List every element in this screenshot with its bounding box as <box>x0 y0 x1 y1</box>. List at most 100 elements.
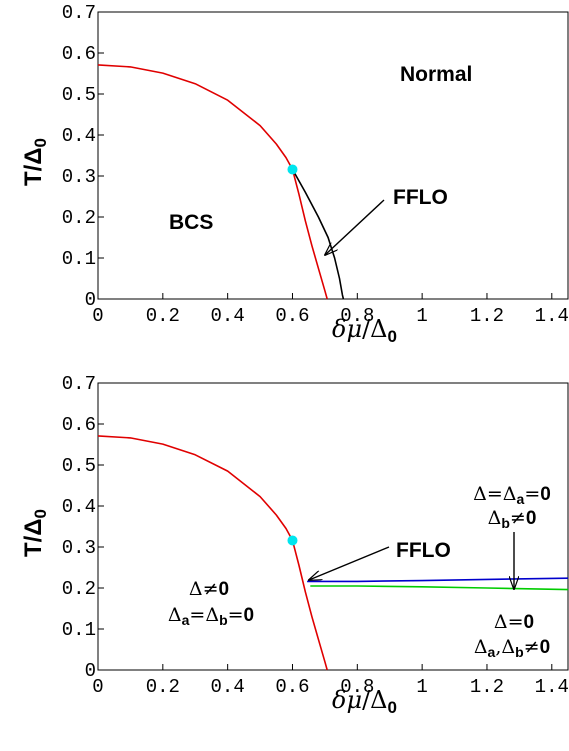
bottom-fflo-arrow <box>309 546 390 580</box>
top-tricritical-point <box>287 164 298 175</box>
region-upper-line1: Δ=Δa=0 <box>473 483 551 507</box>
r1b-delta: Δ <box>168 604 182 626</box>
r3-zero: 0 <box>524 612 535 633</box>
top-fflo-arrow <box>325 199 385 255</box>
top-y-tick-label: 0.6 <box>62 43 96 65</box>
top-xlabel-mu: μ <box>346 315 362 343</box>
bottom-x-tick-label: 0.6 <box>275 676 309 698</box>
bottom-x-tick-label: 0.4 <box>211 676 245 698</box>
top-chart: 0 0.2 0.4 0.6 0.8 1 1.2 1.4 0 0.1 0.2 0.3 0.4 0.5 0.6… <box>20 2 569 346</box>
top-x-tick-label: 0.4 <box>211 305 245 327</box>
region-bcs-line1: Δ≠0 <box>189 578 229 600</box>
region-lower-line2: Δa,Δb≠0 <box>474 636 550 660</box>
top-ylabel-sub: 0 <box>31 138 50 147</box>
bottom-y-tick-label: 0.1 <box>62 619 96 641</box>
bottom-x-tick-label: 0 <box>92 676 103 698</box>
top-x-tick-label: 1.4 <box>535 305 569 327</box>
bottom-y-tick-label: 0.7 <box>62 373 96 395</box>
top-x-ticks: 0 0.2 0.4 0.6 0.8 1 1.2 1.4 <box>92 293 569 327</box>
bottom-series-line-2 <box>310 585 569 591</box>
bottom-x-tick-label: 0.8 <box>340 676 374 698</box>
r1b-sub-b: b <box>219 612 228 628</box>
r2-delta-eq: Δ=Δ <box>473 483 516 505</box>
bottom-chart: 0 0.2 0.4 0.6 0.8 1 1.2 1.4 0 0.1 0.2 0.3 0.4 0.5 0.6… <box>20 373 569 717</box>
bottom-series-line-1 <box>307 577 569 583</box>
bottom-xlabel-delta: δ <box>332 686 346 714</box>
bottom-x-tick-label: 0.2 <box>146 676 180 698</box>
top-series-line-1 <box>291 169 345 300</box>
r2-zero: 0 <box>540 484 551 505</box>
bottom-y-tick-label: 0.2 <box>62 578 96 600</box>
top-plot-frame <box>97 11 569 300</box>
bottom-y-tick-label: 0.5 <box>62 455 96 477</box>
r2-sub-a: a <box>517 491 525 507</box>
r1b-eq-delta: =Δ <box>189 604 219 626</box>
r1-delta: Δ <box>189 578 203 600</box>
top-y-axis-label: T/Δ0 <box>20 138 50 186</box>
top-x-tick-label: 1.2 <box>470 305 504 327</box>
bottom-y-tick-label: 0.4 <box>62 496 96 518</box>
r1-neq: ≠ <box>203 578 219 600</box>
top-xlabel-sub: 0 <box>387 327 396 346</box>
bottom-xlabel-mu: μ <box>346 686 362 714</box>
top-x-axis-label: δμ/Δ0 <box>332 315 397 346</box>
top-y-tick-label: 0 <box>85 289 96 311</box>
top-points <box>287 164 298 175</box>
top-x-tick-label: 0.8 <box>340 305 374 327</box>
top-y-tick-label: 0.5 <box>62 84 96 106</box>
top-label-normal: Normal <box>400 63 472 86</box>
r2b-sub-b: b <box>501 515 510 531</box>
r3b-delta: Δ <box>474 636 488 658</box>
r1b-sub-a: a <box>182 612 190 628</box>
top-label-fflo: FFLO <box>393 186 448 209</box>
r3b-neq: ≠ <box>524 636 540 658</box>
bottom-tricritical-point <box>287 535 298 546</box>
top-y-tick-label: 0.3 <box>62 166 96 188</box>
region-lower-line1: Δ=0 <box>494 611 534 633</box>
top-y-tick-label: 0.1 <box>62 248 96 270</box>
bottom-points <box>287 535 298 546</box>
r2-eq: = <box>524 483 540 505</box>
bottom-x-axis-label: δμ/Δ0 <box>332 686 397 717</box>
bottom-x-tick-label: 1 <box>416 676 427 698</box>
bottom-curves <box>97 435 569 671</box>
top-x-tick-label: 1 <box>416 305 427 327</box>
bottom-ylabel-sub: 0 <box>31 509 50 518</box>
r3-delta-eq: Δ= <box>494 611 524 633</box>
r2b-delta: Δ <box>488 507 502 529</box>
top-x-tick-label: 0.2 <box>146 305 180 327</box>
bottom-plot-frame <box>97 382 569 671</box>
top-xlabel-delta: δ <box>332 315 346 343</box>
bottom-series-line-0 <box>97 435 328 671</box>
r2b-zero: 0 <box>526 508 537 529</box>
r2b-neq: ≠ <box>510 507 526 529</box>
top-curves <box>97 64 345 300</box>
bottom-ylabel-main: T/Δ <box>20 518 47 557</box>
top-y-ticks: 0 0.1 0.2 0.3 0.4 0.5 0.6 0.7 <box>62 2 104 311</box>
bottom-y-tick-label: 0.3 <box>62 537 96 559</box>
top-xlabel-over: /Δ <box>362 315 387 343</box>
r3b-zero: 0 <box>540 637 551 658</box>
bottom-x-ticks: 0 0.2 0.4 0.6 0.8 1 1.2 1.4 <box>92 664 569 698</box>
bottom-y-tick-label: 0 <box>85 660 96 682</box>
r1b-eq: = <box>228 604 244 626</box>
r3b-sub-a: a <box>488 644 496 660</box>
top-label-bcs: BCS <box>169 211 213 234</box>
r3b-sub-b: b <box>515 644 524 660</box>
top-series-line-0 <box>97 64 328 300</box>
bottom-y-axis-label: T/Δ0 <box>20 509 50 557</box>
top-y-tick-label: 0.4 <box>62 125 96 147</box>
bottom-xlabel-over: /Δ <box>362 686 387 714</box>
top-ylabel-main: T/Δ <box>20 147 47 186</box>
region-upper-line2: Δb≠0 <box>488 507 537 531</box>
top-x-tick-label: 0 <box>92 305 103 327</box>
r1-zero: 0 <box>219 579 230 600</box>
bottom-label-fflo: FFLO <box>396 539 451 562</box>
top-x-tick-label: 0.6 <box>275 305 309 327</box>
region-bcs-line2: Δa=Δb=0 <box>168 604 254 628</box>
r3b-comma-delta: ,Δ <box>495 636 515 658</box>
bottom-xlabel-sub: 0 <box>387 698 396 717</box>
r1b-zero: 0 <box>244 605 255 626</box>
bottom-x-tick-label: 1.4 <box>535 676 569 698</box>
